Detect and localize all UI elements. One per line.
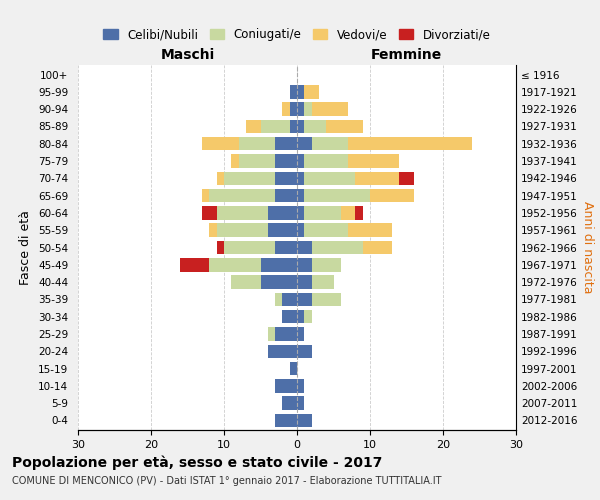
Y-axis label: Fasce di età: Fasce di età [19,210,32,285]
Bar [217,241,224,254]
Bar [297,344,311,358]
Bar [283,310,297,324]
Bar [283,102,290,116]
Bar [348,224,392,237]
Bar [304,172,355,185]
Y-axis label: Anni di nascita: Anni di nascita [581,201,594,294]
Bar [275,189,297,202]
Bar [224,241,275,254]
Bar [290,85,297,98]
Bar [370,189,414,202]
Bar [297,276,311,289]
Bar [297,224,304,237]
Bar [297,189,304,202]
Bar [297,154,304,168]
Bar [311,241,363,254]
Bar [268,224,297,237]
Bar [239,154,275,168]
Bar [297,379,304,392]
Bar [297,292,311,306]
Bar [297,172,304,185]
Text: Popolazione per età, sesso e stato civile - 2017: Popolazione per età, sesso e stato civil… [12,455,382,469]
Bar [232,154,239,168]
Bar [341,206,355,220]
Bar [297,120,304,133]
Bar [311,137,348,150]
Text: Femmine: Femmine [371,48,442,62]
Bar [355,172,399,185]
Bar [202,137,239,150]
Bar [217,206,268,220]
Bar [275,154,297,168]
Bar [311,276,334,289]
Bar [304,224,348,237]
Bar [180,258,209,272]
Bar [311,102,348,116]
Bar [290,102,297,116]
Bar [275,414,297,427]
Bar [275,241,297,254]
Bar [304,102,311,116]
Text: Maschi: Maschi [160,48,215,62]
Bar [275,327,297,340]
Bar [326,120,362,133]
Bar [297,327,304,340]
Bar [399,172,414,185]
Bar [283,396,297,410]
Bar [304,310,311,324]
Bar [209,224,217,237]
Bar [297,414,311,427]
Bar [209,258,260,272]
Bar [290,362,297,376]
Bar [260,276,297,289]
Bar [304,189,370,202]
Bar [260,120,290,133]
Bar [362,241,392,254]
Bar [304,206,341,220]
Bar [355,206,362,220]
Bar [304,85,319,98]
Bar [311,292,341,306]
Bar [239,137,275,150]
Bar [224,172,275,185]
Bar [232,276,260,289]
Bar [275,292,283,306]
Bar [275,379,297,392]
Bar [297,206,304,220]
Bar [217,172,224,185]
Bar [209,189,275,202]
Bar [275,172,297,185]
Bar [297,258,311,272]
Bar [290,120,297,133]
Bar [283,292,297,306]
Legend: Celibi/Nubili, Coniugati/e, Vedovi/e, Divorziati/e: Celibi/Nubili, Coniugati/e, Vedovi/e, Di… [98,24,496,46]
Bar [268,344,297,358]
Bar [202,189,209,202]
Bar [297,396,304,410]
Bar [297,85,304,98]
Bar [268,327,275,340]
Bar [297,310,304,324]
Bar [297,137,311,150]
Bar [260,258,297,272]
Bar [275,137,297,150]
Bar [304,154,348,168]
Bar [348,154,399,168]
Bar [268,206,297,220]
Bar [311,258,341,272]
Bar [304,120,326,133]
Text: COMUNE DI MENCONICO (PV) - Dati ISTAT 1° gennaio 2017 - Elaborazione TUTTITALIA.: COMUNE DI MENCONICO (PV) - Dati ISTAT 1°… [12,476,442,486]
Bar [297,102,304,116]
Bar [217,224,268,237]
Bar [202,206,217,220]
Bar [246,120,260,133]
Bar [348,137,472,150]
Bar [297,241,311,254]
